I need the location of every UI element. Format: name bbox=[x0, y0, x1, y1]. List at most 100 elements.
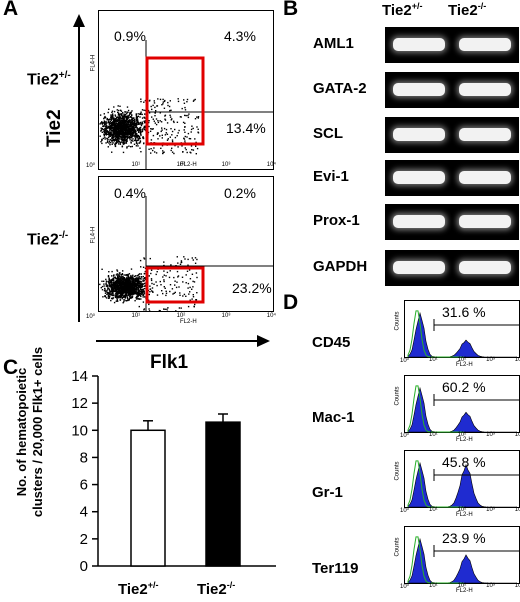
quadrant-ur-ko: 0.2% bbox=[224, 185, 256, 201]
event-dot bbox=[105, 283, 107, 286]
event-dot bbox=[142, 290, 144, 292]
event-dot bbox=[190, 145, 193, 147]
event-dot bbox=[114, 290, 116, 292]
event-dot bbox=[118, 121, 121, 124]
event-dot bbox=[160, 130, 162, 133]
event-dot bbox=[176, 135, 178, 137]
marker-percent: 60.2 % bbox=[442, 379, 486, 395]
event-dot bbox=[139, 259, 142, 262]
event-dot bbox=[122, 122, 124, 125]
event-dot bbox=[125, 283, 127, 285]
event-dot bbox=[102, 125, 104, 127]
event-dot bbox=[130, 285, 132, 288]
event-dot bbox=[105, 124, 107, 126]
event-dot bbox=[187, 258, 189, 261]
event-dot bbox=[184, 135, 186, 138]
event-dot bbox=[99, 114, 102, 116]
event-dot bbox=[131, 136, 133, 138]
event-dot bbox=[121, 117, 123, 119]
event-dot bbox=[119, 296, 121, 298]
event-dot bbox=[118, 141, 120, 143]
event-dot bbox=[139, 128, 141, 130]
event-dot bbox=[151, 290, 154, 293]
event-dot bbox=[168, 276, 171, 279]
event-dot bbox=[124, 129, 126, 132]
event-dot bbox=[174, 284, 176, 286]
event-dot bbox=[110, 299, 112, 302]
event-dot bbox=[139, 127, 141, 130]
event-dot bbox=[137, 277, 139, 279]
bar-chart: 0 2 4 6 8 10 12 14 bbox=[71, 368, 276, 575]
event-dot bbox=[196, 116, 198, 118]
event-dot bbox=[110, 297, 113, 300]
event-dot bbox=[127, 294, 129, 296]
event-dot bbox=[137, 284, 139, 286]
event-dot bbox=[116, 282, 118, 284]
event-dot bbox=[117, 135, 119, 137]
event-dot bbox=[114, 281, 117, 283]
event-dot bbox=[155, 118, 158, 120]
event-dot bbox=[142, 301, 145, 303]
bar-category-het: Tie2+/- bbox=[118, 580, 159, 598]
gel-image bbox=[385, 250, 519, 286]
event-dot bbox=[183, 256, 185, 258]
event-dot bbox=[166, 139, 169, 141]
event-dot bbox=[123, 115, 125, 117]
event-dot bbox=[108, 288, 111, 291]
event-dot bbox=[133, 143, 136, 145]
panel-c: No. of hematopoietic clusters / 20,000 F… bbox=[0, 347, 280, 602]
event-dot bbox=[118, 143, 120, 145]
event-dot bbox=[189, 286, 191, 289]
gene-label: GATA-2 bbox=[313, 80, 367, 97]
event-dot bbox=[109, 144, 111, 146]
hist-y-axis: Counts bbox=[394, 461, 401, 481]
event-dot bbox=[111, 134, 113, 136]
event-dot bbox=[113, 122, 115, 124]
event-dot bbox=[107, 126, 109, 129]
event-dot bbox=[170, 264, 172, 266]
event-dot bbox=[189, 291, 191, 293]
event-dot bbox=[118, 283, 121, 285]
event-dot bbox=[109, 130, 111, 132]
event-dot bbox=[112, 123, 115, 125]
event-dot bbox=[173, 121, 175, 124]
event-dot bbox=[135, 114, 137, 116]
event-dot bbox=[119, 128, 122, 130]
event-dot bbox=[125, 133, 127, 135]
event-dot bbox=[121, 288, 123, 291]
gel-band bbox=[459, 128, 511, 141]
event-dot bbox=[165, 132, 167, 134]
event-dot bbox=[183, 137, 185, 139]
event-dot bbox=[125, 291, 128, 294]
event-dot bbox=[108, 278, 110, 281]
event-dot bbox=[159, 112, 161, 114]
event-dot bbox=[113, 119, 115, 121]
event-dot bbox=[111, 275, 113, 277]
event-dot bbox=[119, 117, 121, 120]
event-dot bbox=[170, 119, 172, 121]
event-dot bbox=[112, 139, 114, 141]
event-dot bbox=[124, 293, 126, 296]
event-dot bbox=[148, 120, 150, 122]
event-dot bbox=[142, 280, 144, 282]
event-dot bbox=[117, 277, 120, 279]
event-dot bbox=[156, 133, 159, 135]
event-dot bbox=[138, 276, 140, 278]
event-dot bbox=[135, 296, 137, 299]
event-dot bbox=[109, 280, 111, 282]
event-dot bbox=[194, 257, 197, 259]
event-dot bbox=[115, 291, 117, 293]
event-dot bbox=[131, 135, 134, 137]
event-dot bbox=[150, 105, 152, 108]
event-dot bbox=[111, 130, 113, 132]
event-dot bbox=[136, 297, 138, 299]
event-dot bbox=[135, 292, 137, 295]
event-dot bbox=[117, 140, 120, 142]
gel-band bbox=[459, 261, 511, 274]
event-dot bbox=[126, 289, 128, 292]
event-dot bbox=[186, 136, 188, 138]
event-dot bbox=[110, 294, 112, 296]
event-dot bbox=[113, 288, 115, 290]
event-dot bbox=[154, 122, 156, 124]
